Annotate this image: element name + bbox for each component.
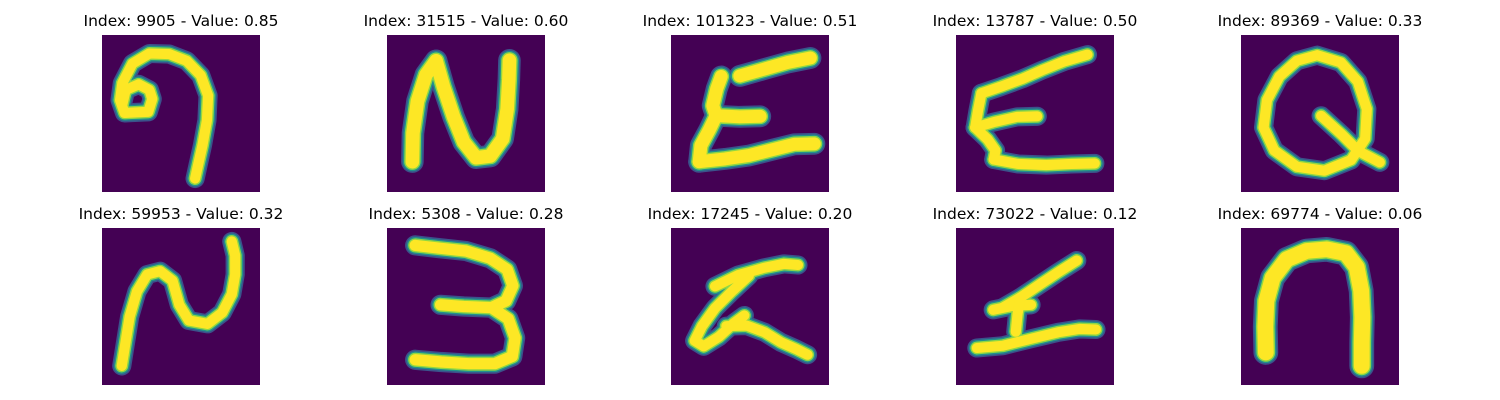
panel-title: Index: 9905 - Value: 0.85 bbox=[83, 12, 279, 30]
stroke-core bbox=[409, 239, 521, 370]
stroke-core bbox=[692, 51, 821, 169]
glyph-image bbox=[102, 228, 260, 385]
stroke-core bbox=[1258, 50, 1385, 176]
panel-title: Index: 73022 - Value: 0.12 bbox=[932, 205, 1138, 223]
stroke-core bbox=[405, 53, 517, 169]
glyph-image bbox=[102, 35, 260, 192]
panel-title: Index: 101323 - Value: 0.51 bbox=[642, 12, 858, 30]
letter-N-glyph bbox=[387, 35, 545, 192]
rotated-t-glyph bbox=[956, 228, 1114, 385]
panel-title: Index: 13787 - Value: 0.50 bbox=[932, 12, 1138, 30]
glyph-image bbox=[671, 35, 829, 192]
panel-title: Index: 31515 - Value: 0.60 bbox=[363, 12, 569, 30]
glyph-image bbox=[387, 35, 545, 192]
stroke-core bbox=[116, 236, 241, 371]
rotated-N-glyph bbox=[102, 228, 260, 385]
panel-title: Index: 59953 - Value: 0.32 bbox=[78, 205, 284, 223]
slanted-E-glyph bbox=[671, 35, 829, 192]
glyph-image bbox=[671, 228, 829, 385]
stroke-core bbox=[971, 255, 1102, 354]
panel-title: Index: 69774 - Value: 0.06 bbox=[1217, 205, 1423, 223]
stroke-core bbox=[114, 48, 214, 184]
hook-9-glyph bbox=[102, 35, 260, 192]
stroke-core bbox=[1257, 241, 1371, 374]
glyph-image bbox=[1241, 228, 1399, 385]
glyph-image bbox=[956, 228, 1114, 385]
panel-title: Index: 17245 - Value: 0.20 bbox=[647, 205, 853, 223]
stroke-core bbox=[689, 258, 813, 360]
rotated-K-glyph bbox=[671, 228, 829, 385]
glyph-image bbox=[387, 228, 545, 385]
panel-title: Index: 5308 - Value: 0.28 bbox=[368, 205, 564, 223]
stroke-core bbox=[970, 49, 1100, 171]
letter-n-glyph bbox=[1241, 228, 1399, 385]
letter-E-glyph bbox=[956, 35, 1114, 192]
letter-Q-glyph bbox=[1241, 35, 1399, 192]
glyph-image bbox=[1241, 35, 1399, 192]
glyph-image bbox=[956, 35, 1114, 192]
panel-title: Index: 89369 - Value: 0.33 bbox=[1217, 12, 1423, 30]
digit-3-glyph bbox=[387, 228, 545, 385]
